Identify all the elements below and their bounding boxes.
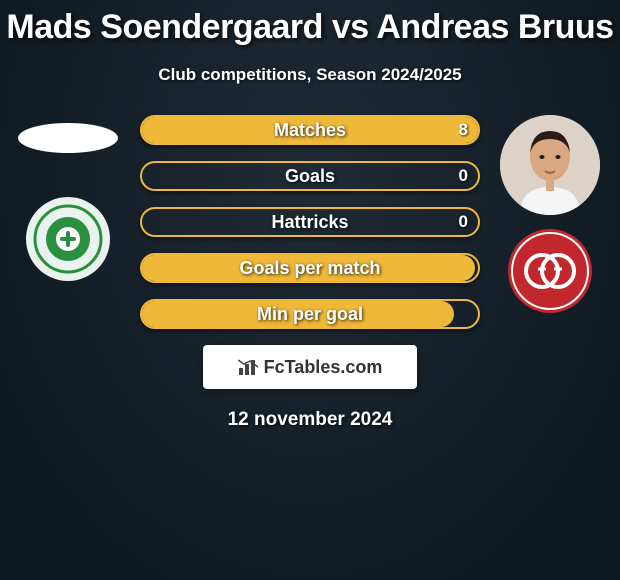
viborg-club-icon bbox=[26, 197, 110, 281]
stat-row: Goals per match bbox=[140, 253, 480, 283]
page-subtitle: Club competitions, Season 2024/2025 bbox=[0, 65, 620, 85]
club-right-logo bbox=[508, 229, 592, 313]
bar-value-right: 0 bbox=[459, 207, 468, 237]
player-left-avatar bbox=[18, 123, 118, 153]
bar-label: Min per goal bbox=[140, 299, 480, 329]
bar-label: Goals per match bbox=[140, 253, 480, 283]
player-right-portrait-icon bbox=[500, 115, 600, 215]
bar-value-right: 0 bbox=[459, 161, 468, 191]
stats-bars: Matches8Goals0Hattricks0Goals per matchM… bbox=[140, 115, 480, 329]
aab-club-icon bbox=[508, 229, 592, 313]
bar-label: Goals bbox=[140, 161, 480, 191]
club-left-logo bbox=[26, 197, 110, 281]
content-area: Matches8Goals0Hattricks0Goals per matchM… bbox=[0, 115, 620, 431]
brand-text: FcTables.com bbox=[264, 357, 383, 378]
page-title: Mads Soendergaard vs Andreas Bruus bbox=[0, 0, 620, 47]
stat-row: Matches8 bbox=[140, 115, 480, 145]
player-left-column bbox=[8, 115, 128, 281]
stat-row: Goals0 bbox=[140, 161, 480, 191]
bar-label: Matches bbox=[140, 115, 480, 145]
date-label: 12 november 2024 bbox=[0, 409, 620, 431]
player-right-column bbox=[490, 115, 610, 313]
bar-value-right: 8 bbox=[459, 115, 468, 145]
bar-label: Hattricks bbox=[140, 207, 480, 237]
player-right-avatar bbox=[500, 115, 600, 215]
stat-row: Min per goal bbox=[140, 299, 480, 329]
stat-row: Hattricks0 bbox=[140, 207, 480, 237]
bar-chart-icon bbox=[238, 358, 260, 376]
brand-badge[interactable]: FcTables.com bbox=[203, 345, 417, 389]
